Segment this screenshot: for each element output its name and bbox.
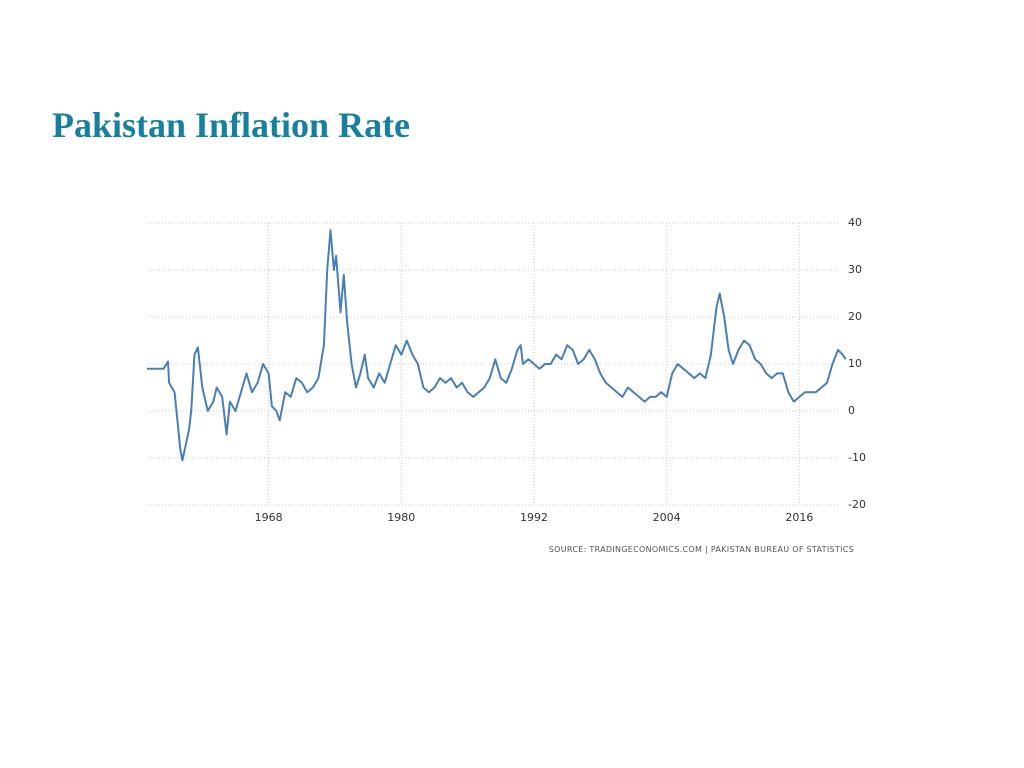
data-line	[147, 229, 847, 462]
slide-title: Pakistan Inflation Rate	[52, 105, 410, 145]
x-tick-label: 2004	[653, 511, 681, 524]
y-tick-label: 30	[848, 263, 862, 276]
x-tick-label: 2016	[785, 511, 813, 524]
source-note: SOURCE: TRADINGECONOMICS.COM | PAKISTAN …	[549, 545, 854, 554]
x-tick-label: 1968	[255, 511, 283, 524]
y-tick-label: -20	[848, 498, 866, 511]
y-tick-label: -10	[848, 451, 866, 464]
y-tick-label: 20	[848, 310, 862, 323]
x-tick-label: 1980	[387, 511, 415, 524]
y-tick-label: 40	[848, 216, 862, 229]
y-tick-label: 0	[848, 404, 855, 417]
y-tick-label: 10	[848, 357, 862, 370]
x-tick-label: 1992	[520, 511, 548, 524]
